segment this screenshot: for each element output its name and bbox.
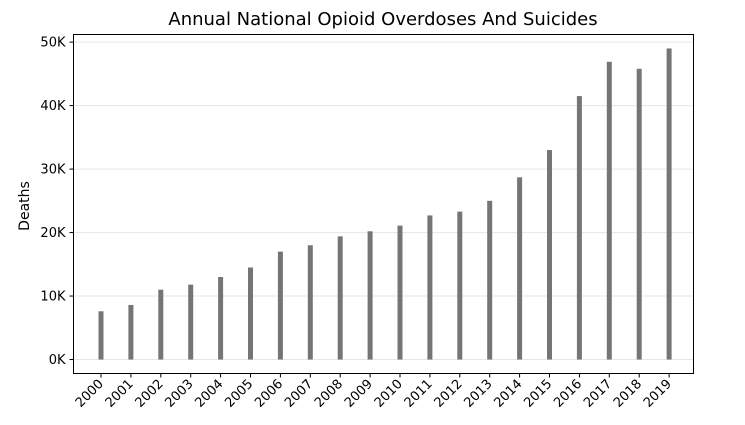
bar-2012 [457,211,463,360]
bar-2015 [547,150,552,360]
bar-2008 [337,236,343,360]
bar-2003 [188,284,194,360]
bar-2014 [517,177,523,360]
bar-2011 [427,215,433,360]
x-tick-label: 2012 [432,377,466,411]
x-tick-label: 2000 [73,377,107,411]
x-tick-label: 2003 [163,377,197,411]
y-axis-label: Deaths [17,181,33,231]
x-tick-label: 2014 [491,377,525,411]
x-tick-label: 2004 [192,377,226,411]
bar-2000 [98,311,104,360]
x-tick-label: 2002 [133,377,167,411]
x-tick-label: 2018 [611,377,645,411]
x-tick-label: 2008 [312,377,346,411]
x-tick-label: 2011 [402,377,436,411]
y-tick-label: 20K [40,226,66,241]
plot-frame [73,34,694,374]
x-tick-label: 2010 [372,377,406,411]
bar-2010 [397,225,403,360]
x-tick-label: 2016 [551,377,585,411]
bar-2004 [218,277,224,360]
x-tick-label: 2007 [282,377,316,411]
bar-2002 [158,289,164,360]
bar-2006 [277,251,283,360]
chart-title: Annual National Opioid Overdoses And Sui… [168,9,597,30]
bars [98,48,672,360]
bar-2013 [487,200,493,360]
x-tick-label: 2009 [342,377,376,411]
bar-2019 [666,48,672,360]
y-tick-label: 10K [40,290,66,305]
x-tick-label: 2006 [252,377,286,411]
bar-2007 [307,245,313,360]
x-tick-label: 2001 [103,377,137,411]
bar-2017 [606,61,612,360]
y-axis-ticks: 0K 10K 20K 30K 40K 50K [40,36,74,368]
y-tick-label: 0K [49,353,66,368]
x-tick-label: 2005 [222,377,256,411]
bar-2001 [128,304,134,360]
bar-2016 [576,96,582,360]
x-tick-label: 2017 [581,377,615,411]
x-tick-label: 2013 [462,377,496,411]
bar-2018 [636,68,642,360]
bar-2005 [248,267,253,360]
bar-2009 [367,231,373,360]
y-tick-label: 30K [40,163,66,178]
x-axis-ticks: 2000200120022003200420052006200720082009… [73,373,675,411]
x-tick-label: 2019 [641,377,675,411]
x-tick-label: 2015 [521,377,555,411]
y-tick-label: 40K [40,99,66,114]
grid-lines [73,41,694,361]
y-tick-label: 50K [40,36,66,51]
